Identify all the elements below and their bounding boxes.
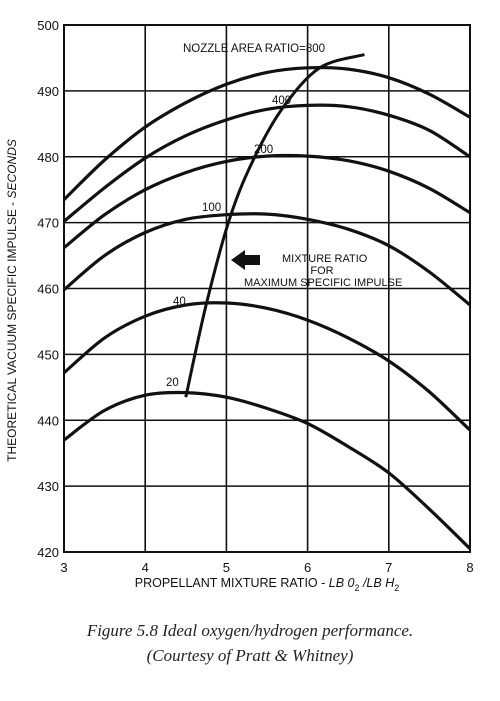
curves [62,53,472,550]
nozzle-label-prefix: NOZZLE AREA RATIO= [183,43,306,55]
series-line-800 [62,65,471,201]
mixture-ratio-label-line1: MIXTURE RATIO [282,253,368,265]
x-axis-title-part: PROPELLANT MIXTURE RATIO - [135,576,329,590]
y-tick-label: 420 [37,545,59,560]
figure-caption-line1: Figure 5.8 Ideal oxygen/hydrogen perform… [86,621,414,640]
nozzle-label-value: 800 [306,43,325,55]
x-tick-label: 7 [385,560,392,575]
series-line-400 [62,103,471,223]
mixture-ratio-label-line3: MAXIMUM SPECIFIC IMPULSE [244,277,402,289]
series-line-200 [62,153,471,249]
series-line-40 [62,301,472,432]
curve-label-40: 40 [173,296,186,308]
curve-label-20: 20 [166,377,179,389]
x-tick-label: 6 [304,560,311,575]
curve-label-400: 400 [272,95,291,107]
arrow-icon [231,250,260,270]
y-tick-label: 480 [37,150,59,165]
y-tick-label: 500 [37,18,59,33]
figure-caption-line2: (Courtesy of Pratt & Whitney) [146,646,354,665]
curve-label-100: 100 [202,202,221,214]
x-tick-label: 8 [466,560,473,575]
series-line-20 [63,390,472,550]
mixture-ratio-label-line2: FOR [310,265,333,277]
y-tick-label: 430 [37,479,59,494]
y-tick-label: 460 [37,282,59,297]
annotations: NOZZLE AREA RATIO=800 400 200 100 40 20 … [166,43,402,389]
x-axis-title-part: LB 0 [329,576,355,590]
x-tick-label: 4 [142,560,149,575]
x-axis-title-part: /LB H [359,576,395,590]
max-impulse-line [184,53,365,398]
y-tick-label: 440 [37,413,59,428]
nozzle-area-ratio-label: NOZZLE AREA RATIO=800 [183,43,325,55]
x-axis-title: PROPELLANT MIXTURE RATIO - LB 02 /LB H2 [135,576,400,593]
y-tick-label: 490 [37,84,59,99]
y-axis-title: THEORETICAL VACUUM SPECIFIC IMPULSE - SE… [5,139,19,462]
x-axis-title-part: 2 [354,583,359,593]
y-axis-title-text: THEORETICAL VACUUM SPECIFIC IMPULSE - [5,198,19,461]
x-tick-label: 5 [223,560,230,575]
x-axis-title-part: 2 [394,583,399,593]
y-axis-units: SECONDS [5,139,19,198]
curve-label-200: 200 [254,144,273,156]
y-tick-label: 470 [37,216,59,231]
x-tick-label: 3 [60,560,67,575]
tick-labels: 3 4 5 6 7 8 420 430 440 450 460 470 480 490 500 [37,18,473,575]
y-tick-label: 450 [37,347,59,362]
series-line-100 [62,212,472,307]
